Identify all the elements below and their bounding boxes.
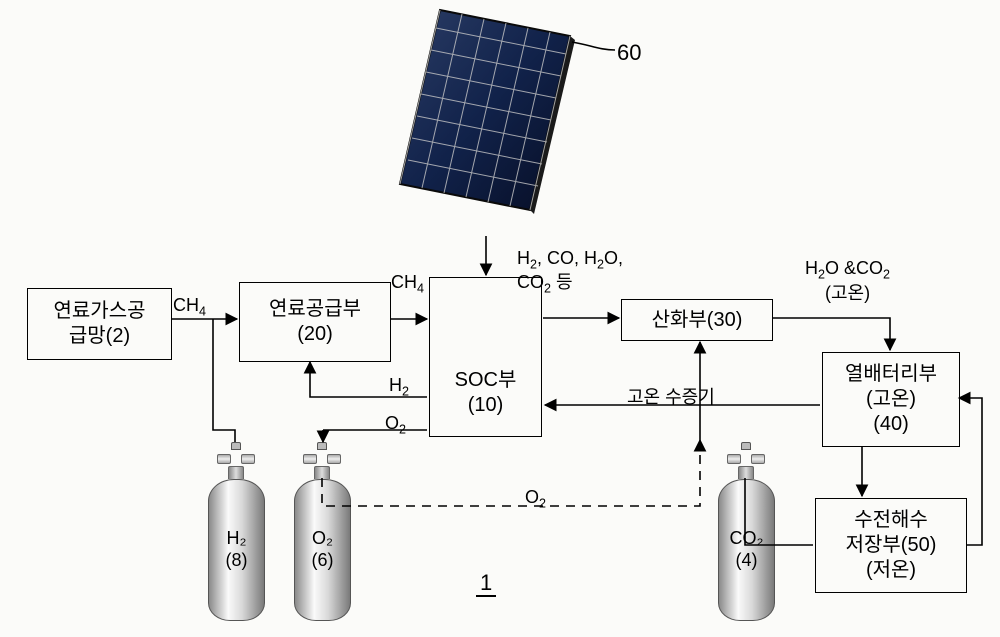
cylinder-num: (6) bbox=[312, 550, 334, 572]
node-text: 수전해수 bbox=[854, 508, 928, 533]
node-text: 열배터리부 bbox=[845, 362, 937, 387]
node-text: (40) bbox=[873, 412, 909, 437]
cylinder-label: H₂ bbox=[227, 528, 247, 550]
edge-label-soc-out: H2, CO, H2O,CO2 등 bbox=[517, 248, 623, 296]
edge-label-h2: H2 bbox=[389, 375, 409, 399]
edge-label-oxid-out: H2O &CO2(고온) bbox=[805, 258, 890, 304]
node-text: 연료가스공 bbox=[54, 299, 146, 324]
node-text: (저온) bbox=[866, 558, 916, 583]
cylinder-o2: O₂ (6) bbox=[294, 442, 349, 621]
diagram-sheet: 연료가스공 급망(2) 연료공급부 (20) SOC부 (10) 산화부(30)… bbox=[0, 0, 1000, 637]
cylinder-label: CO₂ bbox=[730, 528, 764, 550]
cylinder-num: (4) bbox=[736, 550, 758, 572]
node-electrolysis-storage: 수전해수 저장부(50) (저온) bbox=[815, 498, 967, 593]
figure-number: 1 bbox=[476, 570, 496, 596]
solar-callout-label: 60 bbox=[617, 40, 641, 66]
edge-label-o2-a: O2 bbox=[385, 413, 406, 437]
node-fuel-gas-network: 연료가스공 급망(2) bbox=[27, 288, 172, 360]
edge-label-steam: 고온 수증기 bbox=[627, 383, 715, 409]
node-text: (20) bbox=[297, 322, 333, 347]
cylinder-co2: CO₂ (4) bbox=[718, 442, 773, 621]
node-text: (10) bbox=[468, 393, 504, 418]
node-oxidizer: 산화부(30) bbox=[621, 299, 773, 341]
cylinder-label: O₂ bbox=[312, 528, 333, 550]
node-text: 저장부(50) bbox=[846, 533, 937, 558]
node-thermal-battery: 열배터리부 (고온) (40) bbox=[822, 352, 960, 447]
node-soc: SOC부 (10) bbox=[429, 277, 542, 437]
node-text: (고온) bbox=[866, 387, 916, 412]
node-text: SOC부 bbox=[455, 368, 517, 393]
cylinder-h2: H₂ (8) bbox=[208, 442, 263, 621]
node-text: 산화부(30) bbox=[652, 308, 743, 333]
edge-label-ch4-a: CH4 bbox=[173, 295, 206, 319]
edge-label-o2-b: O2 bbox=[525, 487, 546, 511]
edge-label-ch4-b: CH4 bbox=[391, 272, 424, 296]
node-text: 연료공급부 bbox=[269, 297, 361, 322]
solar-panel-icon bbox=[380, 6, 580, 242]
cylinder-num: (8) bbox=[226, 550, 248, 572]
node-text: 급망(2) bbox=[69, 324, 130, 349]
node-fuel-supply: 연료공급부 (20) bbox=[239, 282, 391, 362]
